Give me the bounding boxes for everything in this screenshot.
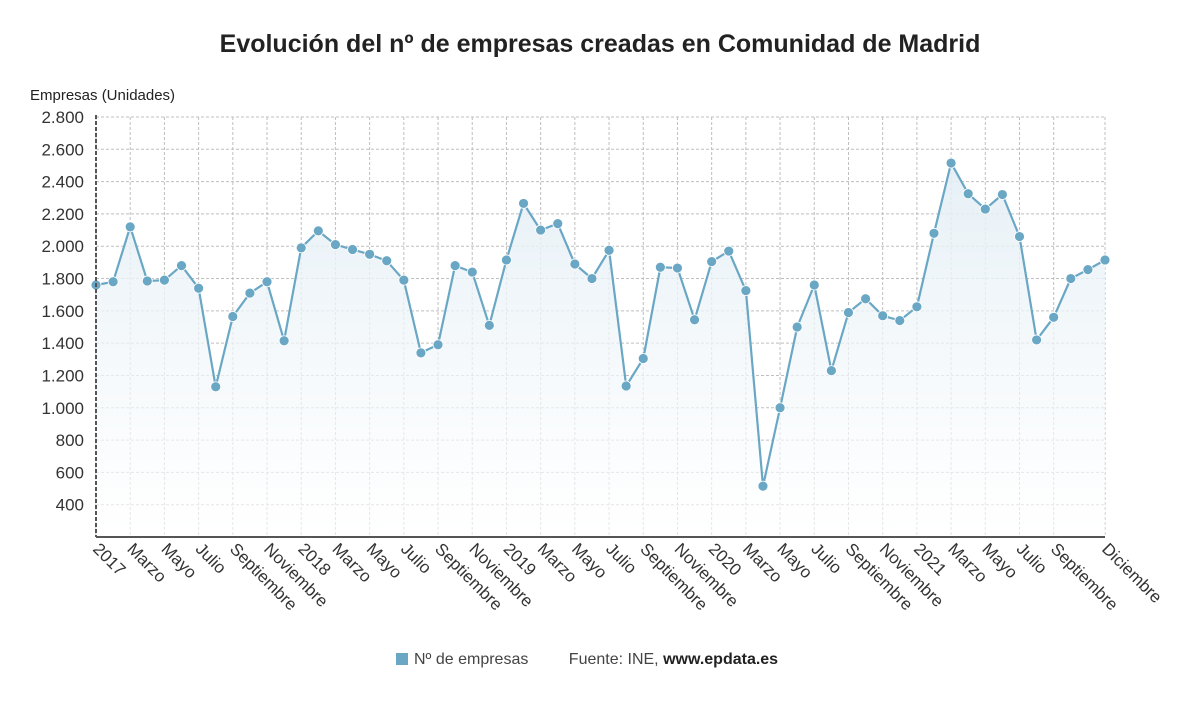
data-point [364, 248, 376, 260]
y-tick-label: 1.400 [41, 334, 84, 353]
y-tick-label: 2.600 [41, 140, 84, 159]
data-point [979, 203, 991, 215]
data-point [107, 276, 119, 288]
data-point [928, 227, 940, 239]
data-point [791, 321, 803, 333]
y-tick-label: 800 [56, 431, 84, 450]
data-point [501, 254, 512, 266]
x-tick-label: Julio [602, 539, 640, 577]
y-tick-label: 1.800 [41, 270, 84, 289]
data-point [1031, 334, 1042, 346]
data-point [996, 189, 1008, 200]
data-point [535, 224, 547, 236]
data-point [398, 274, 410, 286]
data-point [244, 287, 256, 299]
y-tick-label: 2.400 [41, 173, 84, 192]
data-point [945, 157, 957, 169]
source-prefix: Fuente: INE, [568, 651, 659, 668]
y-tick-label: 1.600 [41, 302, 84, 321]
data-point [843, 307, 854, 318]
data-point [1048, 311, 1060, 323]
source-text: Fuente: INE, www.epdata.es [569, 651, 778, 668]
y-tick-label: 2.800 [41, 108, 84, 127]
data-point [141, 275, 153, 287]
x-tick-label: Julio [807, 539, 845, 577]
data-point [962, 188, 974, 200]
data-point [1014, 231, 1025, 242]
legend-label: Nº de empresas [414, 651, 529, 668]
x-tick-label: Julio [397, 539, 435, 577]
data-point [381, 255, 393, 267]
data-point [415, 347, 427, 359]
data-point [860, 293, 871, 305]
data-point [894, 315, 906, 326]
data-point [432, 339, 444, 351]
y-tick-label: 1.200 [41, 366, 84, 385]
data-point [261, 276, 273, 288]
data-point [210, 381, 222, 393]
source-brand: www.epdata.es [663, 651, 779, 668]
data-point [330, 239, 341, 251]
y-tick-label: 2.200 [41, 205, 84, 224]
series-area [96, 163, 1105, 537]
legend-swatch [396, 653, 408, 665]
data-point [877, 310, 889, 322]
data-point [552, 218, 564, 230]
data-point [706, 256, 718, 267]
data-point [569, 258, 581, 270]
data-point [740, 285, 752, 297]
x-tick-label: Julio [1013, 539, 1051, 577]
data-point [483, 319, 495, 331]
data-point [672, 262, 683, 274]
axes [95, 115, 1105, 538]
data-point [278, 335, 290, 347]
data-point [654, 261, 666, 273]
y-tick-label: 600 [56, 463, 84, 482]
data-point [227, 311, 239, 322]
data-point [295, 242, 307, 254]
area-fill [96, 163, 1105, 537]
y-axis-label: Empresas (Unidades) [30, 87, 175, 104]
data-point [466, 266, 478, 278]
x-tick-labels: 2017MarzoMayoJulioSeptiembreNoviembre201… [89, 539, 1166, 614]
legend: Nº de empresas Fuente: INE, www.epdata.e… [396, 651, 778, 669]
data-point [312, 225, 324, 237]
data-point [449, 260, 461, 272]
data-point [808, 279, 820, 291]
data-point [518, 198, 529, 209]
y-tick-label: 1.000 [41, 399, 84, 418]
data-point [347, 244, 358, 255]
data-point [723, 245, 735, 257]
data-point [1065, 273, 1077, 284]
data-point [193, 282, 205, 294]
data-point [637, 353, 649, 364]
y-tick-label: 400 [56, 496, 84, 515]
data-point [586, 273, 598, 284]
y-tick-label: 2.000 [41, 237, 84, 256]
data-point [689, 314, 700, 326]
data-point [911, 301, 923, 313]
data-point [774, 402, 786, 414]
data-point [757, 480, 769, 492]
data-point [1099, 254, 1111, 266]
data-point [620, 380, 632, 392]
data-point [603, 244, 615, 256]
chart-title: Evolución del nº de empresas creadas en … [219, 30, 981, 58]
data-point [159, 274, 170, 286]
data-point [176, 260, 187, 272]
data-point [825, 365, 837, 377]
x-tick-label: Julio [192, 539, 230, 577]
y-tick-labels: 400 600 800 1.000 1.200 1.400 1.600 1.800 2.000 2… [41, 108, 84, 515]
x-tick-label: 2017 [89, 539, 129, 579]
data-points [90, 157, 1111, 492]
data-point [124, 221, 136, 233]
data-point [1082, 264, 1094, 276]
